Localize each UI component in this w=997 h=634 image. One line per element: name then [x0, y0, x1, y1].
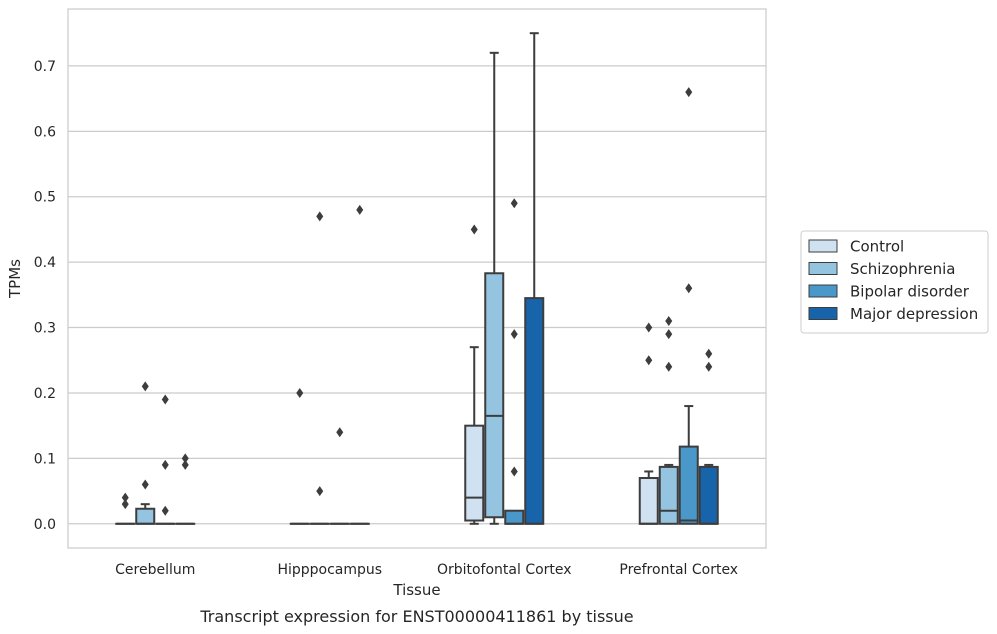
box-plot-item	[289, 387, 310, 525]
x-tick-labels: Cerebellum Hipppocampus Orbitofontal Corte…	[115, 562, 738, 578]
box-plot-item	[698, 348, 719, 525]
outlier-point	[705, 348, 713, 359]
box-body	[135, 507, 156, 525]
outlier-point	[665, 329, 673, 340]
outlier-point	[510, 329, 518, 340]
box-plot-item	[638, 322, 659, 525]
legend-frame	[800, 230, 989, 334]
box-plot-item	[464, 224, 485, 525]
box-plot-item	[349, 204, 370, 525]
y-tick-labels: 0.0 0.1 0.2 0.3 0.4 0.5 0.6 0.7	[34, 59, 56, 533]
y-tick-label: 0.2	[34, 386, 56, 402]
outlier-point	[645, 322, 653, 333]
grid-layer	[68, 65, 766, 525]
outlier-point	[316, 211, 324, 222]
box-plot-item	[658, 316, 679, 525]
box-body	[638, 477, 659, 525]
outlier-point	[645, 355, 653, 366]
legend: Control Schizophrenia Bipolar disorder Majo…	[800, 230, 989, 334]
y-tick-label: 0.3	[34, 321, 56, 337]
box-plot-item	[155, 394, 176, 525]
legend-label: Bipolar disorder	[850, 283, 970, 301]
y-tick-label: 0.4	[34, 255, 56, 271]
box-plot-item	[309, 211, 330, 525]
outlier-point	[685, 283, 693, 294]
legend-label: Control	[850, 238, 904, 256]
legend-label: Major depression	[850, 305, 978, 323]
outlier-point	[181, 453, 189, 464]
box-plot-item	[115, 492, 136, 525]
box-plot-item	[135, 381, 156, 525]
legend-swatch	[808, 262, 838, 275]
box-plot-item	[504, 198, 525, 525]
outlier-point	[685, 87, 693, 98]
outlier-point	[336, 427, 344, 438]
outlier-point	[296, 387, 304, 398]
box-layer	[115, 32, 719, 525]
x-tick-label: Orbitofontal Cortex	[437, 562, 572, 578]
box-plot-item	[329, 427, 350, 525]
y-tick-label: 0.5	[34, 190, 56, 206]
plot-frame	[67, 8, 767, 549]
outlier-point	[510, 198, 518, 209]
box-body	[484, 272, 505, 519]
box-body	[464, 424, 485, 522]
legend-label: Schizophrenia	[850, 260, 955, 278]
y-tick-label: 0.6	[34, 124, 56, 140]
outlier-point	[141, 479, 149, 490]
x-tick-label: Prefrontal Cortex	[619, 562, 738, 578]
legend-swatch	[808, 284, 838, 298]
outlier-point	[705, 361, 713, 372]
box-plot-item	[484, 51, 505, 525]
outlier-point	[510, 466, 518, 477]
legend-swatch	[808, 239, 838, 253]
outlier-point	[181, 459, 189, 470]
outlier-point	[121, 492, 129, 503]
box-body	[524, 297, 545, 525]
outlier-point	[470, 224, 478, 235]
outlier-point	[316, 486, 324, 497]
x-tick-label: Cerebellum	[115, 562, 195, 578]
outlier-point	[121, 499, 129, 510]
box-plot-item	[175, 453, 196, 525]
y-axis-title: TPMs	[6, 259, 24, 299]
outlier-point	[665, 361, 673, 372]
outlier-point	[161, 394, 169, 405]
outlier-point	[161, 459, 169, 470]
legend-swatch	[808, 307, 838, 320]
x-tick-label: Hipppocampus	[277, 562, 382, 578]
y-tick-label: 0.7	[34, 59, 56, 75]
box-body	[698, 465, 719, 525]
box-body	[678, 445, 699, 525]
x-axis-title: Tissue	[392, 581, 440, 599]
outlier-point	[356, 204, 364, 215]
outlier-point	[141, 381, 149, 392]
outlier-point	[665, 316, 673, 327]
y-tick-label: 0.1	[34, 451, 56, 467]
box-plot-item	[524, 32, 545, 525]
chart-caption: Transcript expression for ENST0000041186…	[199, 607, 633, 626]
y-tick-label: 0.0	[34, 517, 56, 533]
box-body	[658, 465, 679, 525]
box-plot-item	[678, 87, 699, 525]
outlier-point	[161, 505, 169, 516]
box-body	[504, 509, 525, 525]
